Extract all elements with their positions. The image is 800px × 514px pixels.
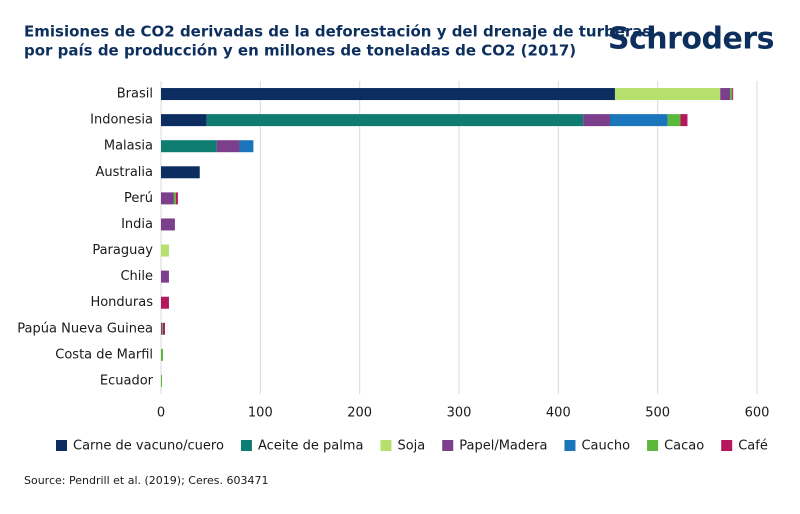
y-tick-label: Paraguay [92, 243, 153, 258]
chart-title: por país de producción y en millones de … [24, 42, 576, 60]
bar-segment [161, 166, 200, 179]
bar-segment [730, 88, 733, 101]
y-tick-label: Brasil [117, 87, 153, 102]
bar-segment [583, 114, 610, 127]
y-tick-label: India [121, 217, 153, 232]
legend-swatch [442, 440, 454, 451]
y-tick-label: Papúa Nueva Guinea [17, 321, 153, 336]
y-tick-label: Honduras [90, 295, 153, 310]
legend-swatch [647, 440, 659, 451]
bar-segment [216, 140, 240, 153]
bar-segment [609, 114, 668, 127]
y-tick-label: Indonesia [90, 113, 153, 128]
y-tick-label: Chile [120, 269, 153, 284]
bar-segment [161, 348, 163, 361]
bar-segment [161, 270, 169, 283]
x-tick-label: 500 [645, 406, 670, 421]
x-tick-label: 400 [546, 406, 571, 421]
bar-segment [239, 140, 254, 153]
bar-segment [161, 322, 163, 335]
bar-segment [732, 88, 734, 101]
bar-segment [614, 88, 721, 101]
bar-segment [161, 244, 169, 257]
legend-label: Soja [397, 439, 425, 454]
legend-swatch [56, 440, 67, 451]
legend-label: Cacao [664, 439, 704, 454]
bar-segment [161, 88, 615, 101]
x-tick-label: 200 [347, 406, 372, 421]
y-tick-label: Ecuador [100, 373, 154, 388]
y-tick-label: Costa de Marfil [55, 347, 153, 362]
x-tick-label: 100 [248, 406, 273, 421]
bar-segment [173, 192, 176, 205]
x-tick-label: 0 [157, 406, 165, 421]
legend-swatch [721, 440, 733, 451]
bar-segment [161, 218, 175, 231]
brand-logo: Schroders [608, 22, 774, 57]
legend-label: Aceite de palma [258, 439, 364, 454]
bar-segment [161, 296, 169, 309]
x-tick-label: 300 [447, 406, 472, 421]
y-tick-label: Australia [95, 165, 153, 180]
legend-swatch [380, 440, 392, 451]
bar-segment [161, 114, 207, 127]
bar-segment [161, 322, 162, 335]
legend-swatch [240, 440, 252, 451]
bar-segment [161, 140, 217, 153]
bar-segment [175, 192, 178, 205]
bar-segment [680, 114, 688, 127]
legend-label: Carne de vacuno/cuero [73, 439, 224, 454]
bar-segment [161, 374, 162, 387]
y-tick-label: Perú [124, 191, 153, 206]
bar-segment [206, 114, 584, 127]
legend-label: Café [738, 439, 768, 454]
x-tick-label: 600 [745, 406, 770, 421]
chart-title: Emisiones de CO2 derivadas de la defores… [24, 23, 657, 41]
bar-segment [161, 192, 174, 205]
legend-label: Papel/Madera [459, 439, 547, 454]
legend-swatch [564, 440, 576, 451]
y-tick-label: Malasia [104, 139, 153, 154]
bar-segment [667, 114, 681, 127]
bar-segment [720, 88, 731, 101]
bar-segment [162, 322, 165, 335]
source-note: Source: Pendrill et al. (2019); Ceres. 6… [24, 474, 269, 487]
legend-label: Caucho [581, 439, 630, 454]
